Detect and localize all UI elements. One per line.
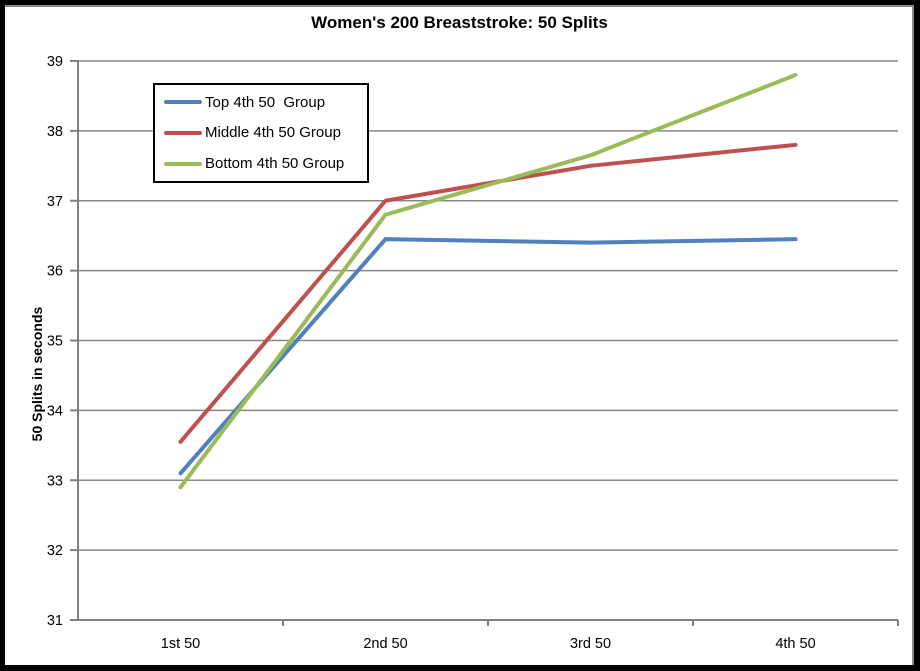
y-tick-label-37: 37: [47, 194, 63, 210]
y-tick-label-32: 32: [47, 543, 63, 559]
series-line-top-4th-50-group: [178, 237, 798, 476]
legend-label-middle-4th-50-group: Middle 4th 50 Group: [205, 124, 341, 142]
x-tick-label-3rd-50: 3rd 50: [570, 636, 611, 652]
plot-svg: 31 32 33 34 35 36 37 38 39 1st 50 2nd 50 3rd 50 4th …: [47, 54, 899, 652]
legend: Top 4th 50 Group Middle 4th 50 Group Botto…: [153, 83, 369, 183]
y-tick-label-35: 35: [47, 334, 63, 350]
series-line-bottom-4th-50-group: [178, 72, 798, 490]
series-line-middle-4th-50-group: [178, 142, 798, 444]
legend-label-bottom-4th-50-group: Bottom 4th 50 Group: [205, 155, 345, 173]
legend-entry-middle-4th-50-group: Middle 4th 50 Group: [155, 118, 367, 148]
y-tick-label-39: 39: [47, 54, 63, 70]
y-tick-label-33: 33: [47, 473, 63, 489]
legend-entry-bottom-4th-50-group: Bottom 4th 50 Group: [155, 149, 367, 179]
y-tick-label-31: 31: [47, 613, 63, 629]
chart-title: Women's 200 Breaststroke: 50 Splits: [311, 13, 608, 32]
x-tick-label-2nd-50: 2nd 50: [363, 636, 407, 652]
legend-swatch-bottom-4th-50-group: [164, 161, 202, 166]
x-tick-label-4th-50: 4th 50: [775, 636, 815, 652]
legend-swatch-top-4th-50-group: [164, 100, 202, 105]
y-tick-label-36: 36: [47, 264, 63, 280]
y-tick-label-34: 34: [47, 403, 63, 419]
legend-entry-top-4th-50-group: Top 4th 50 Group: [155, 87, 367, 117]
x-tick-label-1st-50: 1st 50: [161, 636, 201, 652]
y-tick-label-38: 38: [47, 124, 63, 140]
legend-label-top-4th-50-group: Top 4th 50 Group: [205, 93, 326, 111]
legend-swatch-middle-4th-50-group: [164, 130, 202, 135]
